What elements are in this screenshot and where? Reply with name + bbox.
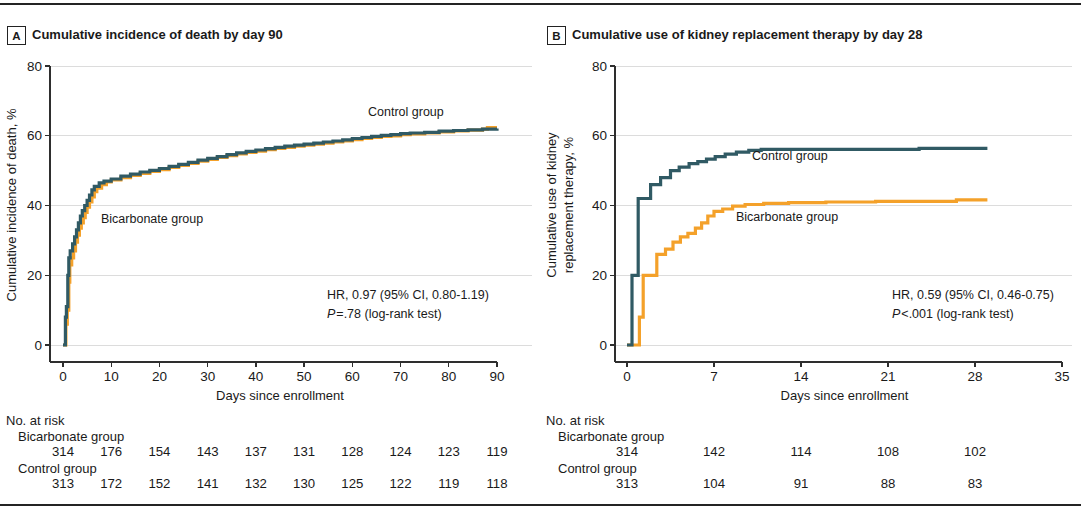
x-tick-label: 40 <box>248 369 263 384</box>
hr-line: HR, 0.59 (95% CI, 0.46-0.75) <box>892 286 1054 305</box>
risk-count: 314 <box>597 444 657 459</box>
y-tick-label: 40 <box>592 198 607 213</box>
y-tick-label: 60 <box>27 128 42 143</box>
risk-count: 313 <box>597 476 657 491</box>
risk-table-header: No. at risk <box>546 413 605 428</box>
panel-a-chart: 0 20 40 60 80 0 10 20 30 40 50 60 70 80 90 Days since e… <box>0 52 540 412</box>
x-tick-label: 90 <box>489 369 504 384</box>
panel-b: B Cumulative use of kidney replacement t… <box>540 0 1081 513</box>
x-tick-label: 20 <box>152 369 167 384</box>
y-tick-label: 0 <box>599 338 607 353</box>
x-axis-title: Days since enrollment <box>216 388 344 403</box>
bicarbonate-group-label: Bicarbonate group <box>101 212 203 226</box>
y-axis-title: Cumulative use of kidney <box>544 132 559 278</box>
y-tick-label: 20 <box>592 268 607 283</box>
x-tick-label: 0 <box>59 369 67 384</box>
x-tick-label: 0 <box>623 369 631 384</box>
y-axis-title: replacement therapy, % <box>561 136 576 273</box>
x-tick-label: 70 <box>393 369 408 384</box>
y-tick-label: 80 <box>27 59 42 74</box>
panel-b-title: Cumulative use of kidney replacement the… <box>572 27 922 42</box>
risk-row-bicarbonate-label: Bicarbonate group <box>18 429 124 444</box>
y-tick-label: 40 <box>27 198 42 213</box>
panel-b-chart: 0 20 40 60 80 0 7 14 21 28 35 Days since enrollment… <box>540 52 1081 412</box>
x-tick-label: 35 <box>1054 369 1069 384</box>
risk-count: 104 <box>684 476 744 491</box>
hr-annotation: HR, 0.97 (95% CI, 0.80-1.19) P=.78 (log-… <box>327 286 489 324</box>
panel-a: A Cumulative incidence of death by day 9… <box>0 0 540 513</box>
risk-count: 118 <box>467 476 527 491</box>
p-line: P=.78 (log-rank test) <box>327 305 489 324</box>
panel-b-letter-box: B <box>547 26 566 45</box>
panel-a-letter: A <box>12 30 20 42</box>
bicarbonate-group-label: Bicarbonate group <box>736 210 838 224</box>
risk-count: 88 <box>858 476 918 491</box>
x-tick-label: 30 <box>200 369 215 384</box>
y-tick-label: 0 <box>34 338 42 353</box>
risk-row-control-label: Control group <box>558 461 637 476</box>
risk-count: 91 <box>771 476 831 491</box>
risk-count: 83 <box>945 476 1005 491</box>
x-tick-label: 50 <box>297 369 312 384</box>
panel-a-letter-box: A <box>7 26 26 45</box>
risk-count: 108 <box>858 444 918 459</box>
y-tick-label: 60 <box>592 128 607 143</box>
x-tick-label: 60 <box>345 369 360 384</box>
x-tick-label: 7 <box>710 369 718 384</box>
p-line: P<.001 (log-rank test) <box>892 305 1054 324</box>
figure-container: A Cumulative incidence of death by day 9… <box>0 0 1081 513</box>
x-tick-label: 21 <box>880 369 895 384</box>
x-tick-label: 14 <box>793 369 809 384</box>
risk-row-control-label: Control group <box>18 461 97 476</box>
y-tick-label: 80 <box>592 59 607 74</box>
p-value: <.001 (log-rank test) <box>901 307 1013 321</box>
p-value: =.78 (log-rank test) <box>336 307 441 321</box>
risk-count: 119 <box>467 444 527 459</box>
y-tick-label: 20 <box>27 268 42 283</box>
panel-a-title: Cumulative incidence of death by day 90 <box>32 27 283 42</box>
risk-table-header: No. at risk <box>6 413 65 428</box>
p-symbol: P <box>892 307 900 321</box>
risk-count: 142 <box>684 444 744 459</box>
control-group-label: Control group <box>368 105 444 119</box>
x-tick-label: 80 <box>441 369 456 384</box>
risk-count: 114 <box>771 444 831 459</box>
x-tick-label: 28 <box>967 369 982 384</box>
panel-b-letter: B <box>552 30 560 42</box>
x-tick-label: 10 <box>104 369 119 384</box>
y-axis-title: Cumulative incidence of death, % <box>4 108 19 301</box>
x-axis-title: Days since enrollment <box>781 388 909 403</box>
control-group-label: Control group <box>752 149 828 163</box>
risk-count: 102 <box>945 444 1005 459</box>
p-symbol: P <box>327 307 335 321</box>
hr-line: HR, 0.97 (95% CI, 0.80-1.19) <box>327 286 489 305</box>
risk-row-bicarbonate-label: Bicarbonate group <box>558 429 664 444</box>
hr-annotation: HR, 0.59 (95% CI, 0.46-0.75) P<.001 (log… <box>892 286 1054 324</box>
